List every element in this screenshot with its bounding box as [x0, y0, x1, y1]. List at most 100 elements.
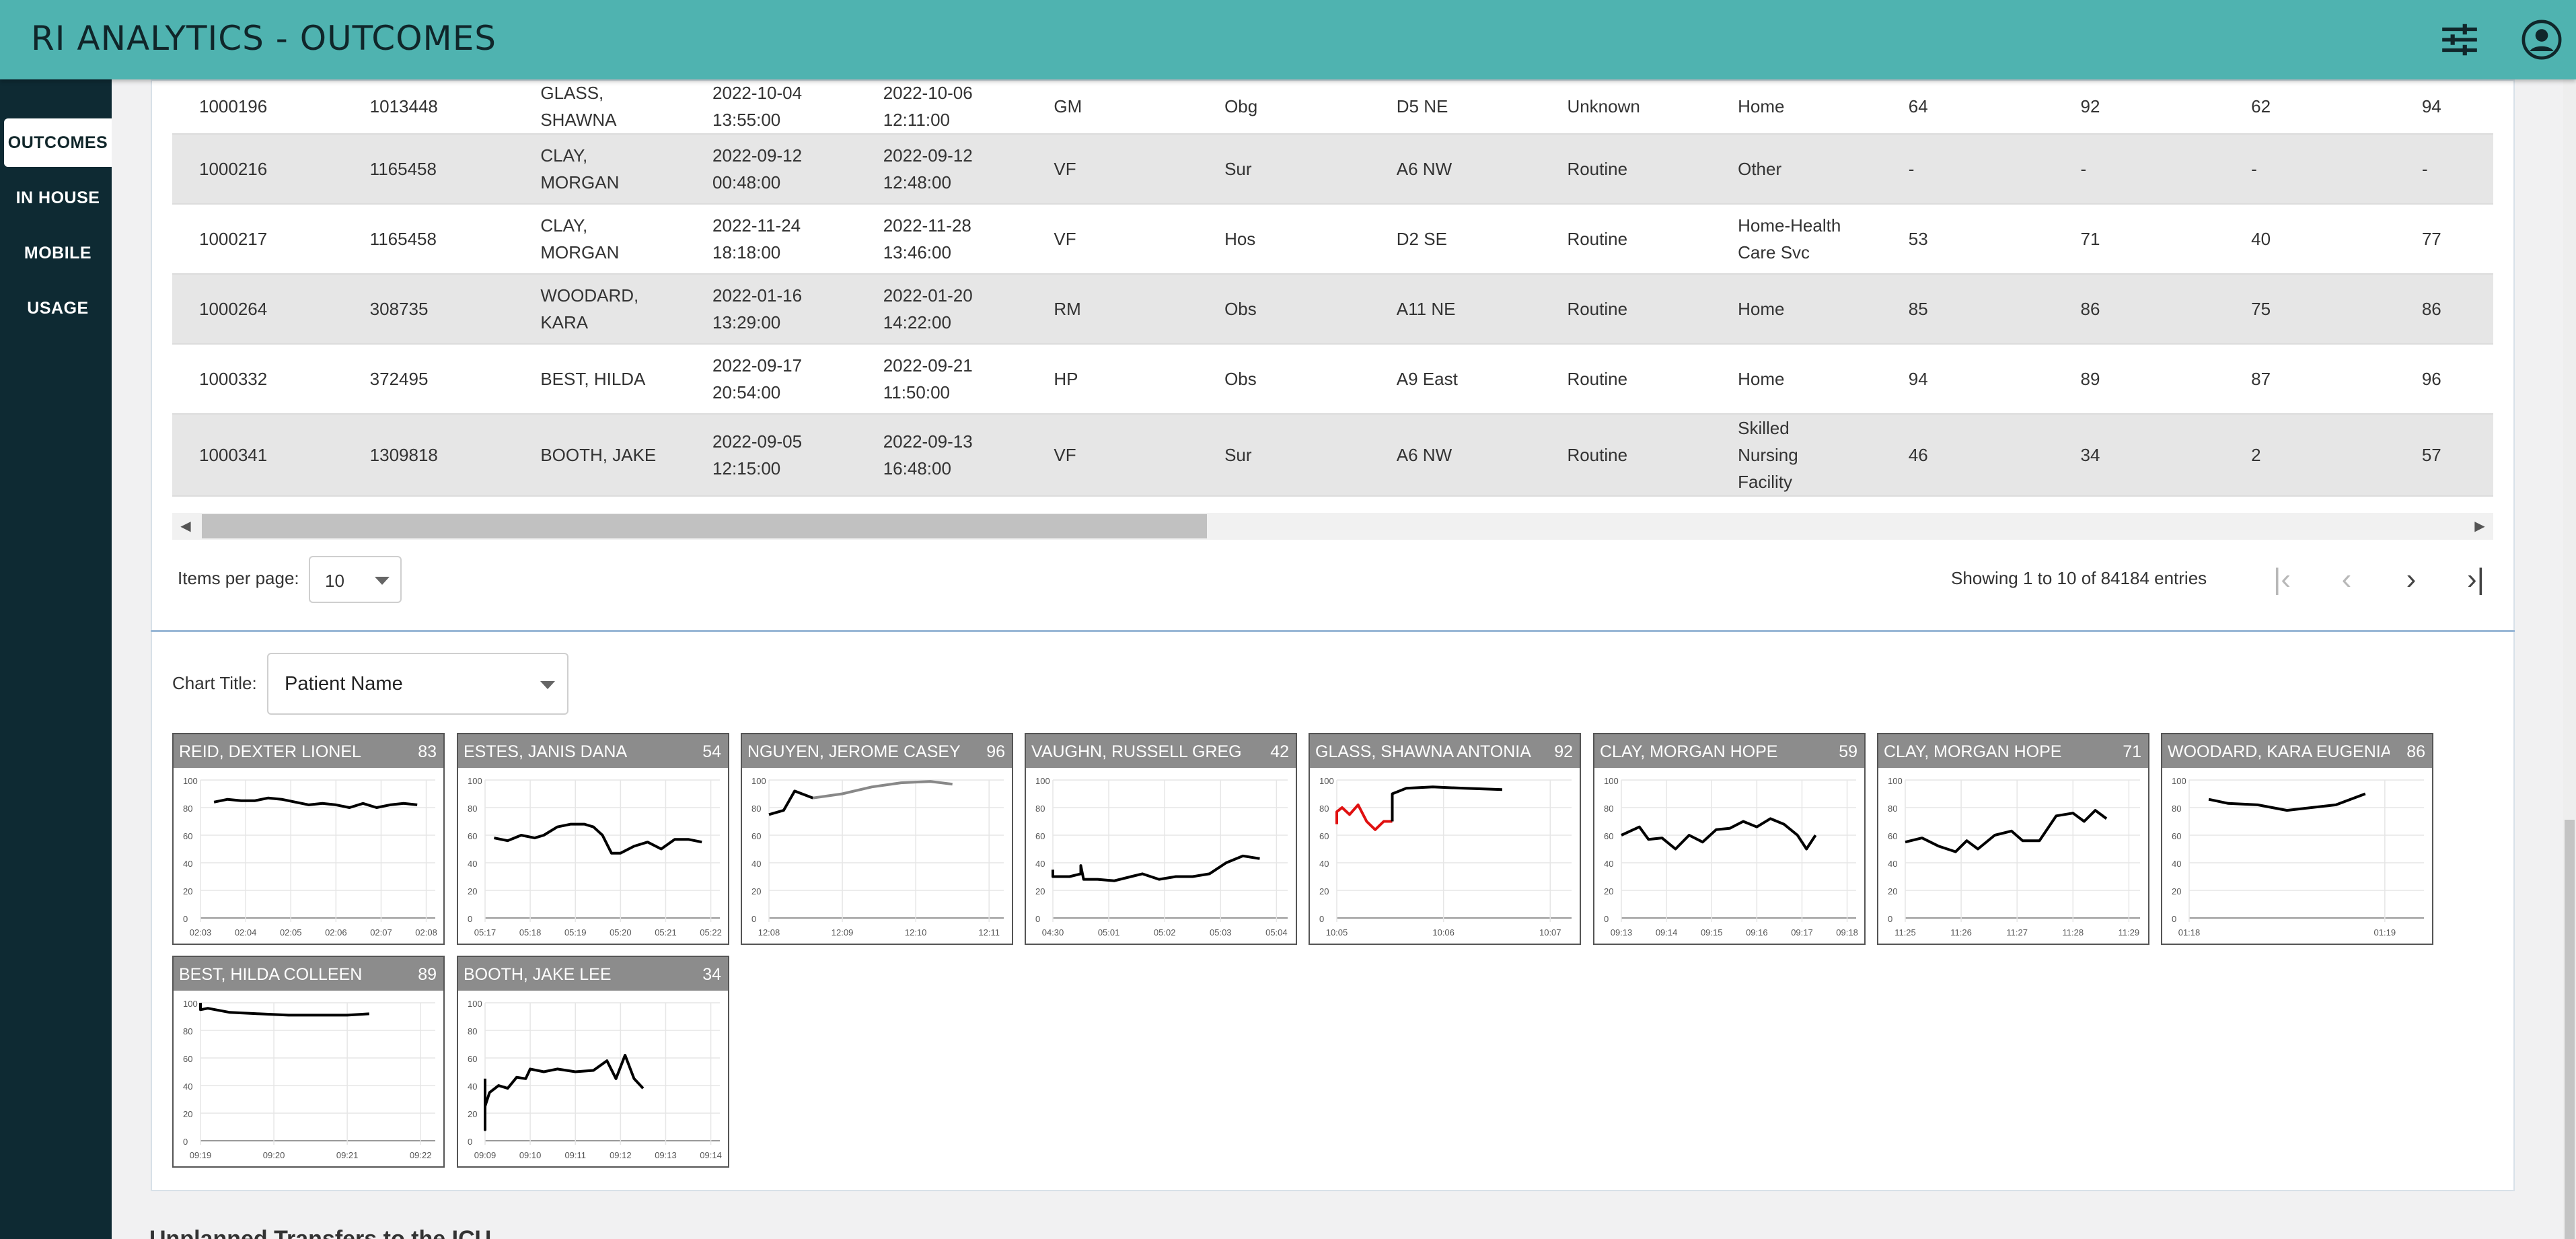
- table-cell: 96: [2394, 344, 2493, 415]
- x-tick-label: 12:10: [905, 927, 927, 937]
- outcomes-table: 1000196 1013448 GLASS, SHAWNA 2022-10-04 13:5…: [172, 79, 2493, 497]
- table-row[interactable]: 1000341 1309818 BOOTH, JAKE 2022-09-05 12:15…: [172, 414, 2493, 497]
- patient-chart-card[interactable]: CLAY, MORGAN HOPE 59 100 80 60 40 20 0 09:13 09:1…: [1593, 733, 1866, 945]
- first-page-button[interactable]: |‹: [2273, 563, 2291, 596]
- x-tick-label: 09:20: [263, 1150, 285, 1160]
- x-tick-label: 02:03: [190, 927, 212, 937]
- table-row[interactable]: 1000196 1013448 GLASS, SHAWNA 2022-10-04 13:5…: [172, 79, 2493, 135]
- chart-card-header: WOODARD, KARA EUGENIA 86: [2162, 734, 2432, 768]
- sidebar-item-in-house[interactable]: IN HOUSE: [15, 188, 100, 207]
- table-cell: 1309818: [342, 414, 514, 497]
- patient-chart-card[interactable]: BOOTH, JAKE LEE 34 100 80 60 40 20 0 09:09 09:10 0…: [457, 956, 729, 1168]
- table-cell: Obs: [1198, 274, 1370, 345]
- page-scrollbar-thumb[interactable]: [2565, 820, 2575, 1239]
- prev-page-button[interactable]: ‹: [2341, 563, 2352, 596]
- chart-patient-name: BEST, HILDA COLLEEN: [179, 965, 363, 984]
- scroll-left-icon[interactable]: ◀: [180, 519, 191, 534]
- sidebar-item-usage[interactable]: USAGE: [27, 299, 89, 318]
- table-cell: Sur: [1198, 134, 1370, 205]
- x-tick-label: 09:21: [336, 1150, 359, 1160]
- series-line: [213, 796, 418, 809]
- y-tick-label: 60: [183, 1054, 192, 1064]
- x-tick-label: 09:11: [564, 1150, 586, 1160]
- table-cell: 34: [2053, 414, 2225, 497]
- chart-patient-name: BOOTH, JAKE LEE: [464, 965, 612, 984]
- table-cell: VF: [1027, 134, 1198, 205]
- sliders-icon[interactable]: [2439, 19, 2480, 61]
- chart-score: 96: [986, 742, 1005, 761]
- x-tick-label: 10:07: [1539, 927, 1561, 937]
- chart-card-header: CLAY, MORGAN HOPE 71: [1878, 734, 2148, 768]
- chart-card-header: REID, DEXTER LIONEL 83: [174, 734, 443, 768]
- scroll-right-icon[interactable]: ▶: [2474, 519, 2485, 534]
- y-tick-label: 100: [183, 999, 198, 1009]
- sidebar-item-mobile[interactable]: MOBILE: [24, 244, 92, 262]
- table-row[interactable]: 1000264 308735 WOODARD, KARA 2022-01-16 13:29…: [172, 274, 2493, 345]
- y-tick-label: 20: [1035, 886, 1045, 896]
- table-row[interactable]: 1000216 1165458 CLAY, MORGAN 2022-09-12 00:48…: [172, 134, 2493, 205]
- y-tick-label: 20: [1888, 886, 1897, 896]
- chart-score: 59: [1839, 742, 1857, 761]
- line-chart: 100 80 60 40 20 012:08 12:09 12:10 12:11: [751, 776, 1004, 937]
- y-tick-label: 60: [1604, 831, 1613, 841]
- x-tick-label: 09:12: [610, 1150, 632, 1160]
- table-cell: 2022-09-21 11:50:00: [856, 344, 1027, 415]
- table-row[interactable]: 1000332 372495 BEST, HILDA 2022-09-17 20:54:…: [172, 344, 2493, 415]
- x-tick-label: 02:07: [370, 927, 392, 937]
- y-tick-label: 80: [183, 1026, 192, 1036]
- table-cell: 2022-09-12 00:48:00: [686, 134, 856, 205]
- table-cell: 64: [1881, 79, 2054, 135]
- patient-chart-card[interactable]: VAUGHN, RUSSELL GREG 42 100 80 60 40 20 0 04:30 0…: [1025, 733, 1297, 945]
- account-icon[interactable]: [2521, 19, 2563, 61]
- table-cell: Sur: [1198, 414, 1370, 497]
- items-per-page-select[interactable]: 10: [309, 556, 402, 603]
- x-tick-label: 02:06: [325, 927, 347, 937]
- chart-title-select[interactable]: Patient Name: [267, 653, 568, 715]
- table-cell: Obs: [1198, 344, 1370, 415]
- y-tick-label: 40: [183, 1082, 192, 1092]
- x-tick-label: 11:27: [2006, 927, 2028, 937]
- y-tick-label: 100: [751, 776, 766, 786]
- patient-chart-card[interactable]: BEST, HILDA COLLEEN 89 100 80 60 40 20 0 09:19 09…: [172, 956, 445, 1168]
- patient-chart-card[interactable]: CLAY, MORGAN HOPE 71 100 80 60 40 20 0 11:25 11:2…: [1877, 733, 2149, 945]
- scrollbar-thumb[interactable]: [202, 514, 1207, 538]
- page-scrollbar[interactable]: [2563, 79, 2576, 1239]
- y-tick-label: 60: [183, 831, 192, 841]
- table-cell: 1000196: [172, 79, 343, 135]
- table-cell: HP: [1027, 344, 1198, 415]
- patient-chart-card[interactable]: REID, DEXTER LIONEL 83 100 80 60 40 20 0 02:03 02…: [172, 733, 445, 945]
- y-tick-label: 80: [1604, 804, 1613, 814]
- y-tick-label: 0: [1035, 914, 1040, 924]
- horizontal-scrollbar[interactable]: ◀ ▶: [172, 513, 2493, 540]
- table-cell: 46: [1881, 414, 2054, 497]
- table-cell: 75: [2224, 274, 2395, 345]
- table-cell: A6 NW: [1369, 134, 1541, 205]
- patient-chart-card[interactable]: GLASS, SHAWNA ANTONIA 92 100 80 60 40 20 0 10:05…: [1309, 733, 1581, 945]
- x-tick-label: 02:04: [235, 927, 257, 937]
- sidebar-item-outcomes[interactable]: OUTCOMES: [4, 118, 112, 167]
- chart-patient-name: WOODARD, KARA EUGENIA: [2168, 742, 2390, 761]
- table-cell: WOODARD, KARA: [513, 274, 686, 345]
- table-cell: Hos: [1198, 204, 1370, 275]
- x-tick-label: 10:05: [1326, 927, 1348, 937]
- y-tick-label: 20: [2172, 886, 2181, 896]
- table-row[interactable]: 1000217 1165458 CLAY, MORGAN 2022-11-24 18:18…: [172, 204, 2493, 275]
- section-title-unplanned-transfers[interactable]: Unplanned Transfers to the ICU: [149, 1226, 492, 1239]
- patient-chart-card[interactable]: WOODARD, KARA EUGENIA 86 100 80 60 40 20 0 01:18…: [2161, 733, 2433, 945]
- patient-chart-card[interactable]: ESTES, JANIS DANA 54 100 80 60 40 20 0 05:17 05:1…: [457, 733, 729, 945]
- chart-score: 89: [418, 965, 437, 984]
- next-page-button[interactable]: ›: [2406, 563, 2417, 596]
- x-tick-label: 11:25: [1894, 927, 1916, 937]
- last-page-button[interactable]: ›|: [2466, 563, 2485, 596]
- table-cell: 85: [1881, 274, 2054, 345]
- patient-chart-card[interactable]: NGUYEN, JEROME CASEY 96 100 80 60 40 20 0 12:08 1…: [741, 733, 1013, 945]
- x-tick-label: 05:21: [655, 927, 677, 937]
- y-tick-label: 60: [468, 1054, 477, 1064]
- line-chart: 100 80 60 40 20 009:19 09:20 09:21 09:22: [183, 999, 435, 1160]
- series-line: [494, 822, 702, 855]
- x-tick-label: 04:30: [1042, 927, 1064, 937]
- table-cell: 77: [2394, 204, 2493, 275]
- table-cell: 2: [2224, 414, 2395, 497]
- app-title: RI ANALYTICS - OUTCOMES: [31, 19, 497, 58]
- table-cell: 89: [2053, 344, 2225, 415]
